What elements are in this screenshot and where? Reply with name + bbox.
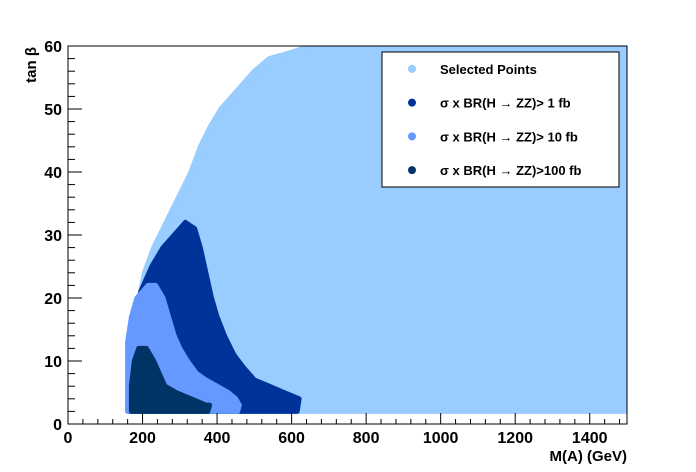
x-tick-label: 0 [64,430,73,447]
y-tick-label: 10 [44,354,62,371]
legend-label: σ x BR(H → ZZ)> 10 fb [440,129,578,144]
y-tick-label: 20 [44,291,62,308]
series-region-4 [128,345,213,414]
y-tick-label: 40 [44,165,62,182]
legend-marker [408,64,416,73]
y-tick-label: 30 [44,228,62,245]
x-axis-title: M(A) (GeV) [550,448,628,465]
legend-marker [408,132,416,141]
y-tick-label: 0 [53,417,62,434]
legend-label: σ x BR(H → ZZ)> 1 fb [440,96,571,111]
x-tick-label: 1400 [572,430,608,447]
y-tick-label: 60 [44,39,62,56]
x-tick-label: 400 [204,430,231,447]
x-tick-label: 800 [353,430,380,447]
x-tick-label: 1000 [423,430,459,447]
legend-label: σ x BR(H → ZZ)>100 fb [440,163,581,178]
legend-marker [408,166,416,175]
y-tick-label: 50 [44,102,62,119]
legend: Selected Points σ x BR(H → ZZ)> 1 fb σ x B… [381,51,620,188]
x-tick-label: 200 [129,430,156,447]
legend-box [381,51,620,188]
x-axis: 0 200 400 600 800 1000 1200 1400 [64,413,621,447]
x-tick-label: 600 [278,430,305,447]
legend-label: Selected Points [440,62,537,77]
y-axis-title: tan β [23,47,40,83]
y-axis: 0 10 20 30 40 50 60 [44,39,82,434]
x-tick-label: 1200 [497,430,533,447]
legend-marker [408,98,416,107]
